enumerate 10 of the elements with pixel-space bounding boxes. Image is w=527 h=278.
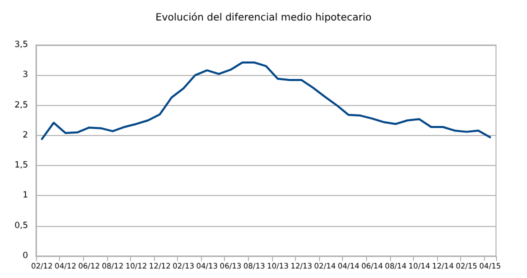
chart-title: Evolución del diferencial medio hipotecario	[156, 12, 372, 24]
y-tick-label: 3,5	[14, 40, 28, 50]
y-tick-label: 1	[22, 190, 28, 201]
y-tick-label: 1,5	[14, 160, 28, 171]
y-tick-label: 3	[22, 70, 28, 80]
y-tick-label: 2,5	[14, 100, 28, 110]
y-tick-label: 0,5	[14, 220, 28, 231]
y-tick-label: 2	[22, 130, 28, 140]
line-series	[40, 61, 492, 140]
y-tick-label: 0	[22, 251, 28, 261]
